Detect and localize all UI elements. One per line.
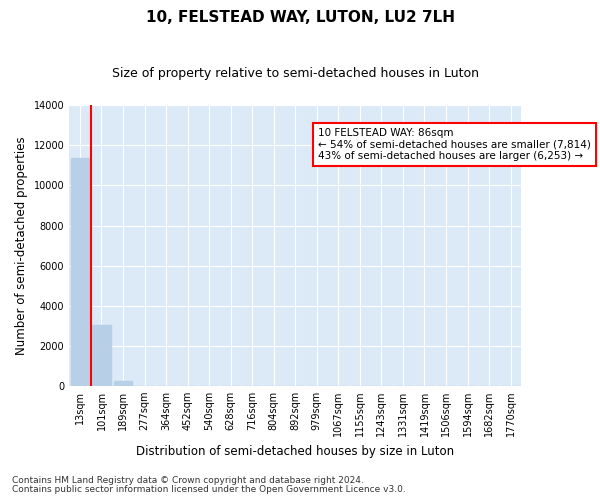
Title: Size of property relative to semi-detached houses in Luton: Size of property relative to semi-detach… [112,68,479,80]
Text: Contains HM Land Registry data © Crown copyright and database right 2024.: Contains HM Land Registry data © Crown c… [12,476,364,485]
Text: 10 FELSTEAD WAY: 86sqm
← 54% of semi-detached houses are smaller (7,814)
43% of : 10 FELSTEAD WAY: 86sqm ← 54% of semi-det… [318,128,591,161]
Bar [92,326,110,386]
Bar [114,382,132,386]
Text: Contains public sector information licensed under the Open Government Licence v3: Contains public sector information licen… [12,485,406,494]
Y-axis label: Number of semi-detached properties: Number of semi-detached properties [15,136,28,355]
Text: 10, FELSTEAD WAY, LUTON, LU2 7LH: 10, FELSTEAD WAY, LUTON, LU2 7LH [146,10,455,25]
X-axis label: Distribution of semi-detached houses by size in Luton: Distribution of semi-detached houses by … [136,444,454,458]
Bar [71,158,89,386]
